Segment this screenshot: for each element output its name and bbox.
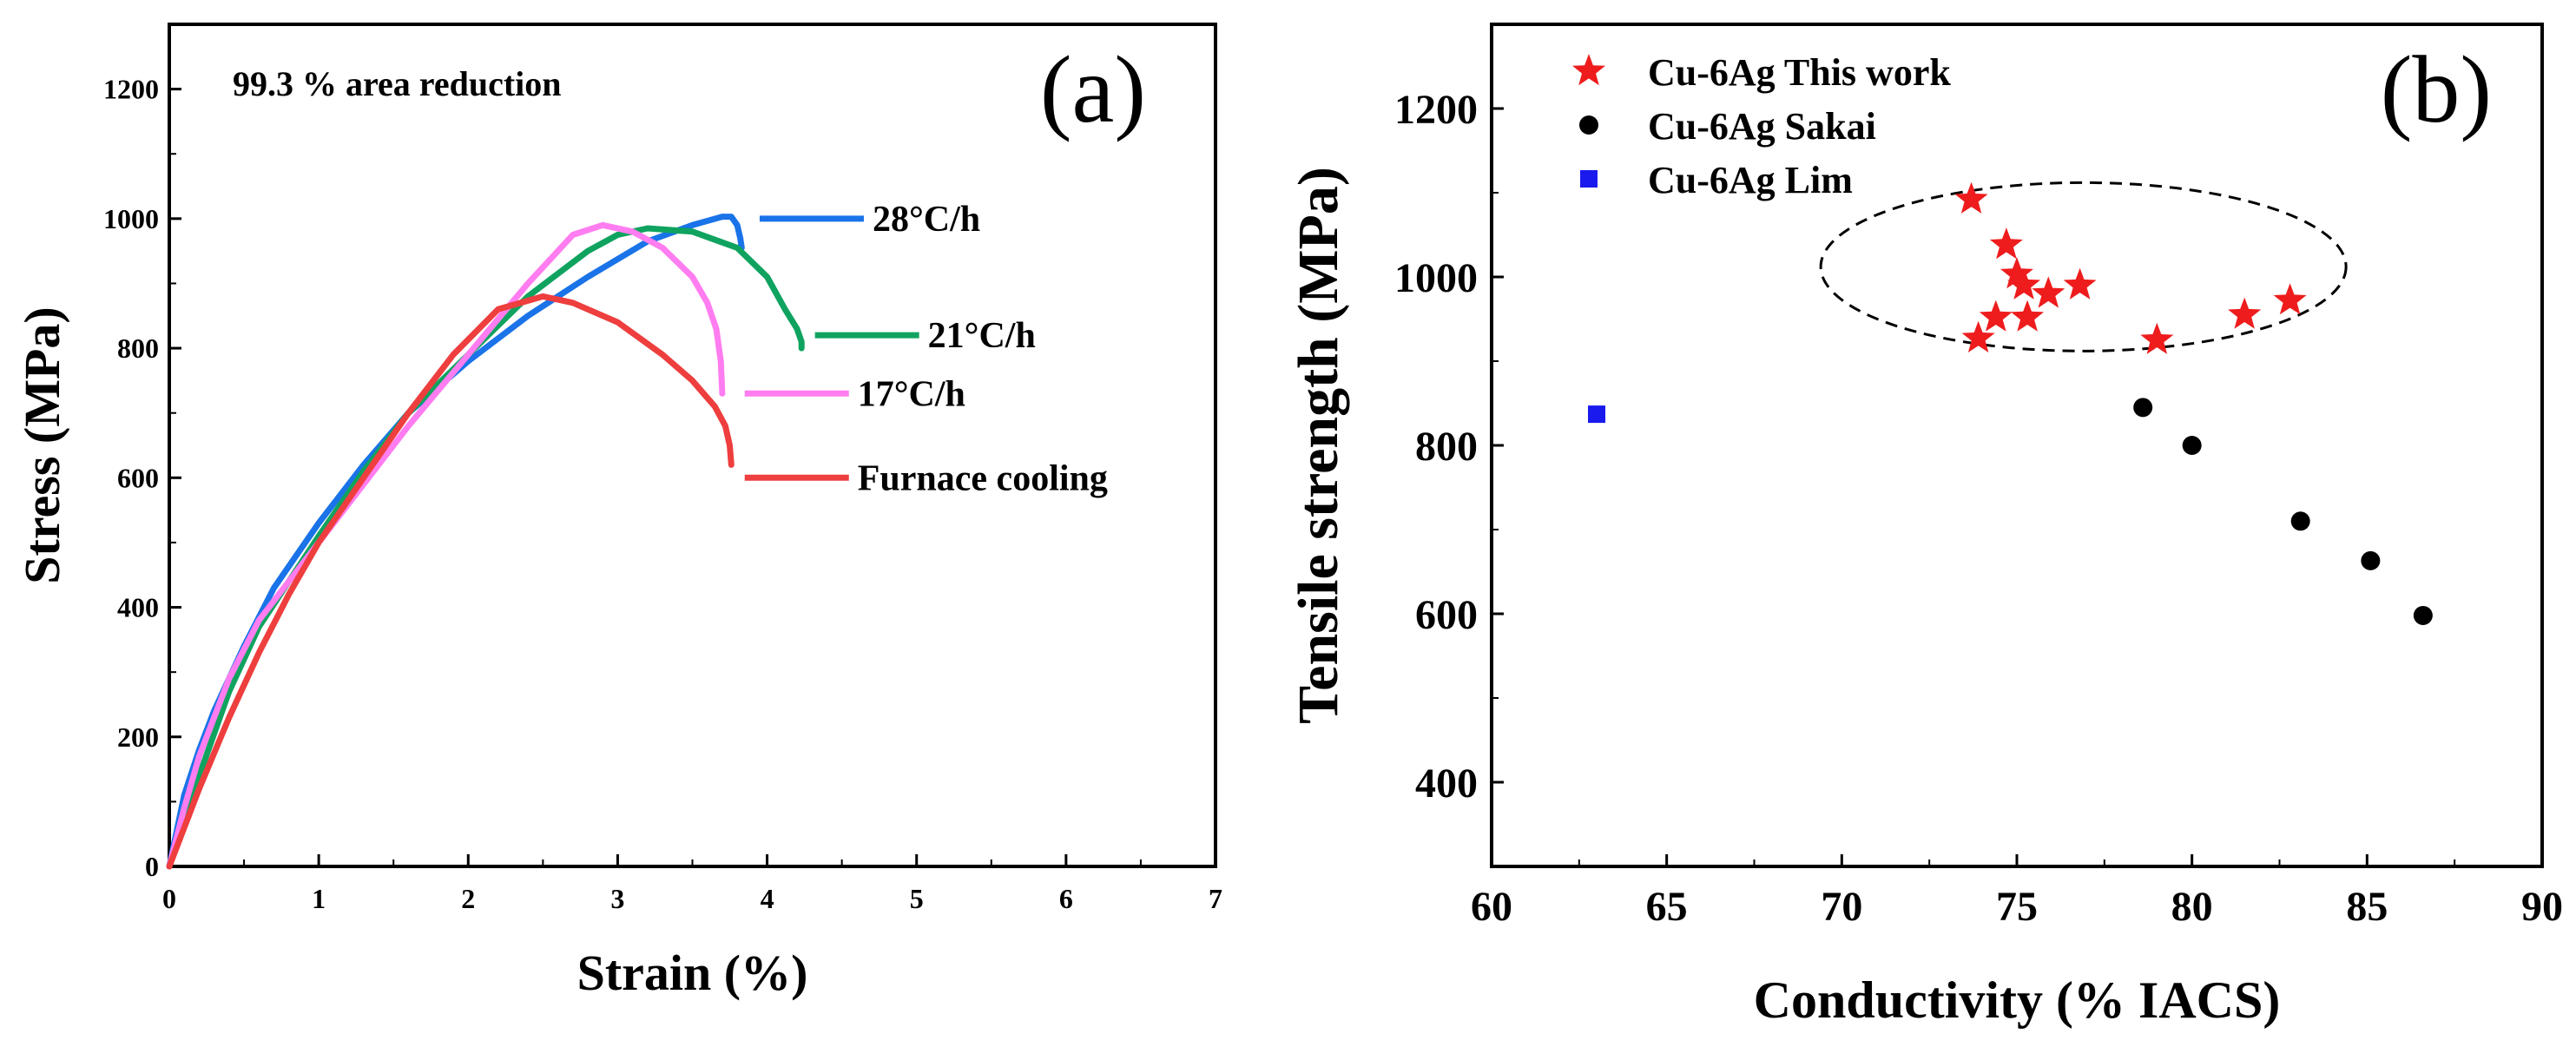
y-tick-label: 600 [1415, 592, 1478, 638]
x-tick-label: 5 [910, 883, 924, 914]
y-axis-label: Tensile strength (MPa) [1287, 167, 1350, 724]
legend-label: Cu-6Ag Lim [1648, 159, 1853, 201]
y-axis-label: Stress (MPa) [14, 306, 70, 583]
series-line-3 [166, 293, 735, 870]
series-line-1 [166, 225, 805, 870]
y-tick-label: 600 [117, 462, 159, 493]
data-point-star [2140, 322, 2174, 354]
y-tick-label: 400 [117, 592, 159, 623]
data-point-star [1954, 181, 1988, 214]
plot-frame [1490, 23, 2544, 868]
data-point-circle [2361, 550, 2381, 570]
curve-label: 28°C/h [873, 200, 980, 240]
series-line-0 [166, 214, 745, 870]
legend-marker-square [1580, 170, 1598, 188]
data-point-star [1979, 300, 2013, 332]
data-point-star [2011, 300, 2045, 332]
panel-b: 60 65 70 75 80 85 90 400 600 800 1000 1200 Conductiv… [1287, 23, 2563, 1029]
x-tick-label: 80 [2171, 884, 2213, 930]
x-tick-label: 1 [312, 883, 326, 914]
x-axis-label: Strain (%) [577, 945, 808, 1001]
data-point-circle [2290, 511, 2310, 531]
x-tick-label: 2 [461, 883, 475, 914]
area-reduction-annotation: 99.3 % area reduction [233, 64, 562, 103]
data-point-circle [2133, 398, 2153, 418]
x-tick-label: 65 [1646, 884, 1688, 930]
data-point-star [1989, 227, 2023, 260]
dashed-ellipse [1819, 181, 2348, 352]
x-tick-label: 90 [2521, 884, 2563, 930]
x-tick-label: 75 [1996, 884, 2038, 930]
legend-marker-star [1572, 54, 1605, 86]
x-axis-label: Conductivity (% IACS) [1754, 971, 2281, 1029]
x-tick-label: 7 [1209, 883, 1222, 914]
data-point-circle [2413, 605, 2433, 625]
legend-label: Cu-6Ag This work [1648, 51, 1951, 94]
data-point-star [2007, 267, 2041, 300]
x-tick-label: 70 [1821, 884, 1862, 930]
y-tick-label: 200 [117, 721, 159, 753]
x-tick-label: 60 [1471, 884, 1512, 930]
legend-marker-circle [1579, 115, 1598, 135]
y-tick-label: 1200 [103, 74, 159, 105]
curve-label: 21°C/h [928, 316, 1036, 356]
data-point-star [2032, 276, 2065, 308]
plot-frame [168, 23, 1217, 868]
data-point-circle [2182, 436, 2202, 455]
x-tick-label: 4 [761, 883, 774, 914]
y-tick-label: 0 [145, 851, 159, 882]
data-point-star [2063, 267, 2097, 300]
y-tick-label: 1200 [1394, 87, 1478, 133]
y-tick-label: 800 [1415, 424, 1478, 470]
data-point-star [2000, 257, 2033, 289]
panel-label-a: (a) [1040, 36, 1146, 142]
curve-label: Furnace cooling [858, 458, 1108, 498]
x-tick-label: 3 [610, 883, 624, 914]
y-tick-label: 400 [1415, 761, 1478, 807]
y-tick-label: 1000 [1394, 255, 1478, 301]
data-point-star [2273, 283, 2307, 315]
data-point-star [2228, 297, 2262, 329]
y-tick-label: 800 [117, 333, 159, 364]
panel-a: 0 1 2 3 4 5 6 7 0 200 400 600 800 1000 1200 Strain (%) S… [14, 23, 1222, 1001]
data-point-star [1961, 320, 1995, 352]
legend-label: Cu-6Ag Sakai [1648, 105, 1876, 148]
data-point-square [1588, 405, 1605, 424]
y-tick-label: 1000 [103, 203, 159, 234]
curve-label: 17°C/h [858, 374, 965, 414]
panel-label-b: (b) [2381, 36, 2492, 142]
x-tick-label: 6 [1059, 883, 1073, 914]
x-tick-label: 0 [162, 883, 176, 914]
series-line-2 [166, 221, 726, 870]
x-tick-label: 85 [2346, 884, 2388, 930]
